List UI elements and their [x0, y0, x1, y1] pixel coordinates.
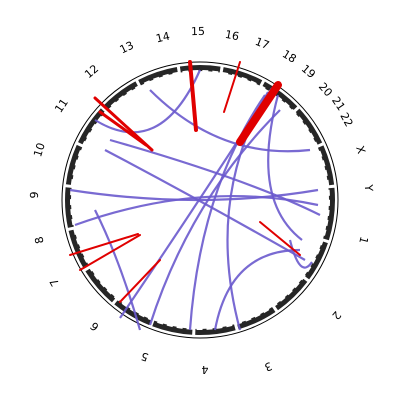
link — [104, 149, 306, 261]
chromosome-label: 5 — [139, 349, 150, 364]
red-link — [188, 60, 198, 132]
red-link — [259, 221, 301, 256]
chromosome-label: 12 — [82, 62, 101, 81]
chromosome-label: 22 — [337, 110, 355, 129]
link — [188, 94, 266, 331]
outer-ring — [61, 61, 339, 339]
chromosome-label: 20 — [316, 80, 335, 99]
chromosome-label: Y — [362, 183, 376, 192]
chromosome-label: 16 — [224, 28, 240, 43]
red-link — [119, 259, 161, 303]
chromosome-label: 9 — [28, 191, 41, 198]
ideogram-ring — [65, 65, 335, 335]
chromosome-label: 21 — [329, 94, 348, 113]
link — [149, 89, 311, 153]
chromosome-label: 13 — [118, 39, 136, 57]
link — [94, 209, 142, 331]
chromosome-label: 18 — [280, 47, 299, 65]
chromosome-label: 14 — [155, 30, 172, 46]
chromosome-label: 2 — [329, 308, 343, 322]
chromosome-label: 11 — [52, 96, 71, 115]
link — [213, 248, 301, 331]
chromosome-label: 19 — [299, 62, 318, 81]
red-link — [223, 61, 241, 113]
chromosome-label: 3 — [262, 359, 273, 374]
red-link — [98, 110, 148, 147]
chromosome-label: 1 — [356, 235, 370, 245]
link — [69, 188, 319, 202]
chromosome-label: 8 — [32, 235, 46, 245]
chromosome-label: 10 — [31, 141, 48, 158]
link — [148, 109, 281, 326]
links — [69, 69, 321, 331]
red-link — [79, 234, 141, 271]
chromosome-label: 15 — [191, 25, 205, 38]
chromosome-label: X — [353, 144, 368, 156]
chromosome-label: 4 — [201, 363, 208, 376]
red-link — [236, 81, 282, 146]
chromosome-label: 17 — [253, 35, 271, 52]
chromosome-label: 6 — [88, 319, 102, 333]
link — [109, 138, 321, 216]
chromosome-label: 7 — [47, 276, 62, 288]
red-link — [69, 233, 139, 256]
link — [288, 239, 313, 269]
red-links — [69, 60, 301, 303]
ideogram-bands — [70, 70, 330, 330]
